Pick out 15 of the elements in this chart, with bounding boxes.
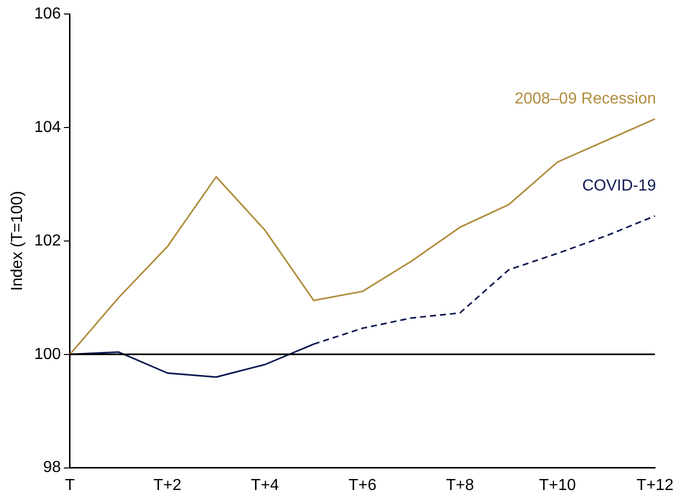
y-tick-label: 98 [43, 459, 61, 476]
y-tick-label: 106 [34, 5, 61, 22]
y-tick-label: 100 [34, 346, 61, 363]
x-tick-label: T+4 [250, 476, 280, 494]
x-tick-label: T+6 [348, 476, 377, 494]
x-tick-label: T+8 [446, 476, 474, 494]
series-label: 2008–09 Recession [514, 90, 656, 108]
text: COVID-19 [582, 177, 656, 194]
x-tick-label: T+12 [636, 476, 674, 494]
x-tick-label: T [65, 476, 76, 494]
x-tick-label: T+10 [539, 476, 576, 494]
y-axis-title: Index (T=100) [9, 190, 26, 291]
x-tick-label: T+2 [153, 476, 182, 494]
y-tick-label: 104 [34, 118, 61, 136]
y-tick-label: 102 [34, 232, 61, 250]
